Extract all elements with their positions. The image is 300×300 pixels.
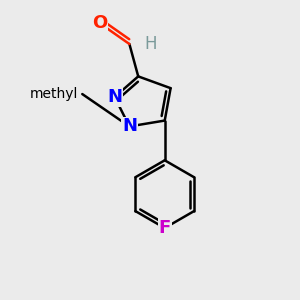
Text: F: F (159, 219, 171, 237)
Text: O: O (92, 14, 108, 32)
Text: methyl: methyl (29, 87, 78, 101)
Text: H: H (144, 35, 157, 53)
Text: N: N (107, 88, 122, 106)
Text: N: N (122, 117, 137, 135)
